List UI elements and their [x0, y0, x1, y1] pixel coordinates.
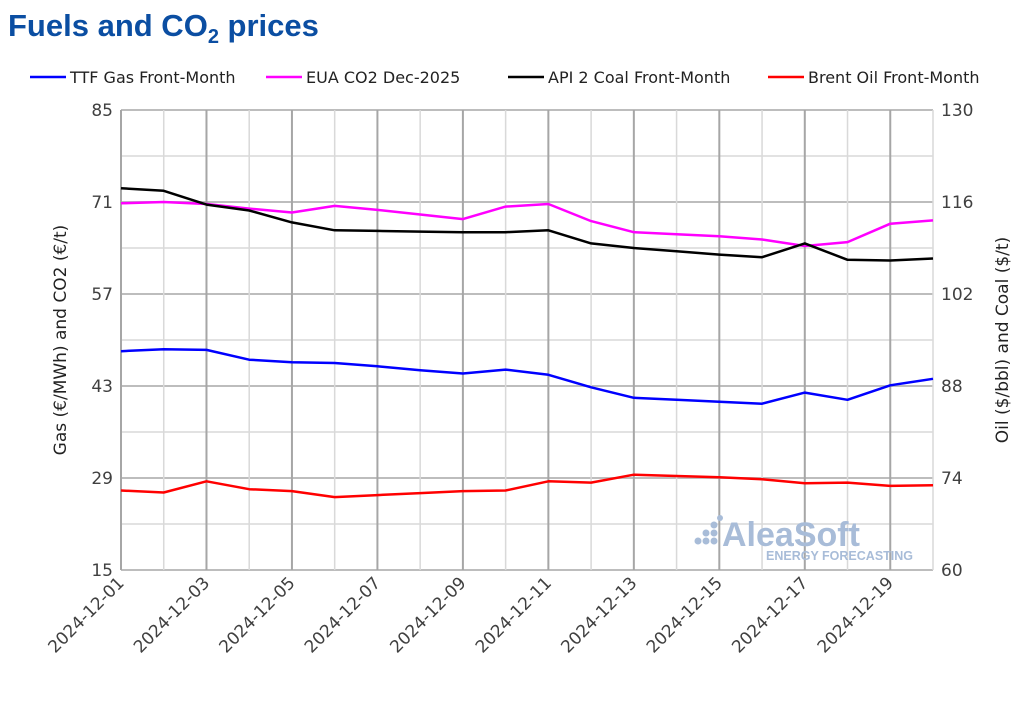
x-tick-label: 2024-12-09 — [386, 573, 470, 657]
y-tick-label-left: 85 — [91, 101, 113, 121]
chart-title: Fuels and CO2 prices — [8, 8, 319, 49]
y-tick-label-left: 43 — [91, 377, 113, 397]
legend-label: EUA CO2 Dec-2025 — [306, 68, 460, 87]
x-tick-label: 2024-12-17 — [728, 573, 812, 657]
svg-text:AleaSoft: AleaSoft — [722, 516, 860, 554]
aleasoft-logo: AleaSoft ENERGY FORECASTING — [694, 515, 913, 563]
x-tick-label: 2024-12-13 — [557, 573, 641, 657]
x-tick-label: 2024-12-11 — [472, 573, 556, 657]
svg-text:ENERGY FORECASTING: ENERGY FORECASTING — [766, 549, 913, 563]
legend-item: API 2 Coal Front-Month — [508, 68, 730, 87]
y-tick-label-right: 74 — [941, 469, 963, 489]
x-tick-label: 2024-12-01 — [45, 573, 129, 657]
y-tick-label-right: 88 — [941, 377, 963, 397]
legend-label: Brent Oil Front-Month — [808, 68, 980, 87]
series-line-3 — [120, 473, 934, 499]
y-axis-title-right: Oil ($/bbl) and Coal ($/t) — [993, 237, 1013, 443]
legend: TTF Gas Front-Month EUA CO2 Dec-2025 API 2… — [30, 68, 980, 87]
title-text: Fuels and CO — [8, 8, 208, 43]
title-subscript: 2 — [207, 26, 219, 49]
x-tick-label: 2024-12-19 — [814, 573, 898, 657]
legend-item: TTF Gas Front-Month — [30, 68, 236, 87]
y-tick-label-right: 102 — [941, 285, 973, 305]
y-tick-label-right: 116 — [941, 193, 973, 213]
grid — [120, 109, 934, 571]
x-tick-label: 2024-12-15 — [643, 573, 727, 657]
y-axis-title-left: Gas (€/MWh) and CO2 (€/t) — [51, 225, 71, 456]
legend-item: EUA CO2 Dec-2025 — [266, 68, 460, 87]
series-line-2 — [120, 186, 934, 262]
y-tick-label-left: 71 — [91, 193, 113, 213]
title-tail: prices — [218, 8, 319, 43]
x-tick-label: 2024-12-03 — [130, 573, 214, 657]
series-lines — [120, 186, 934, 499]
y-tick-label-left: 15 — [91, 561, 113, 581]
y-tick-label-left: 57 — [91, 285, 113, 305]
legend-label: TTF Gas Front-Month — [69, 68, 236, 87]
legend-label: API 2 Coal Front-Month — [548, 68, 730, 87]
series-line-0 — [120, 347, 934, 405]
y-tick-label-right: 130 — [941, 101, 973, 121]
legend-item: Brent Oil Front-Month — [768, 68, 980, 87]
y-tick-label-right: 60 — [941, 561, 963, 581]
y-tick-label-left: 29 — [91, 469, 113, 489]
x-tick-label: 2024-12-05 — [215, 573, 299, 657]
x-tick-label: 2024-12-07 — [301, 573, 385, 657]
